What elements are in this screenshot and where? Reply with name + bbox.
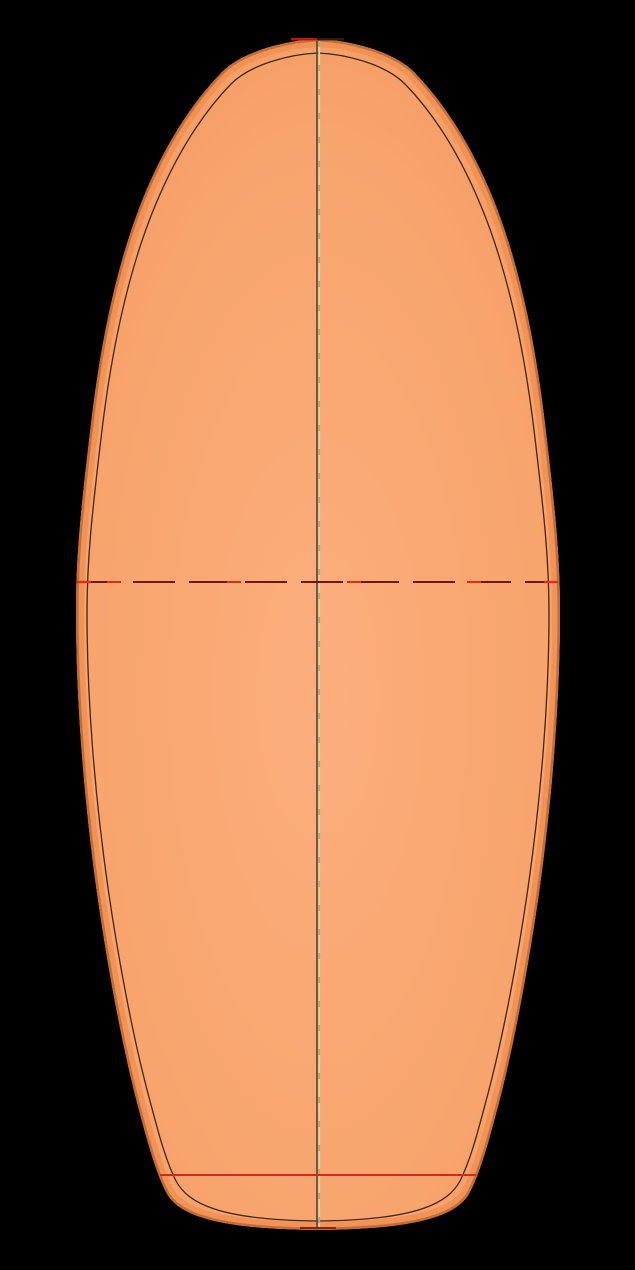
- wide-point-line: [77, 580, 558, 584]
- stringer: [316, 41, 321, 1228]
- wide-point-line-left-cap: [77, 580, 91, 584]
- nose-apex-mark-dark: [317, 38, 344, 41]
- nose-apex-mark-red: [291, 38, 317, 41]
- planform-outline-line: [86, 52, 550, 1222]
- board-silhouette: [76, 39, 560, 1230]
- tail-apex-mark: [300, 1227, 336, 1229]
- wide-point-line-right-cap: [544, 580, 558, 584]
